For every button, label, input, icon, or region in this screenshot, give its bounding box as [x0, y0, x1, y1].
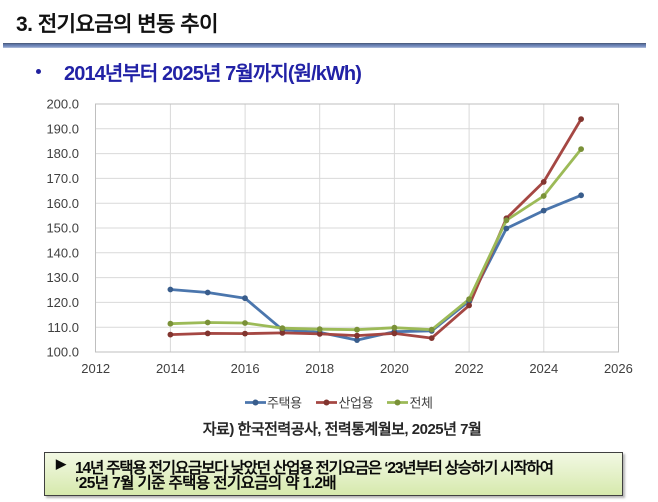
svg-text:200.0: 200.0: [46, 97, 79, 112]
svg-text:110.0: 110.0: [47, 320, 79, 335]
svg-text:150.0: 150.0: [46, 221, 79, 236]
svg-text:2020: 2020: [380, 361, 409, 376]
svg-text:130.0: 130.0: [46, 270, 79, 285]
svg-text:산업용: 산업용: [339, 396, 374, 411]
svg-text:100.0: 100.0: [46, 345, 79, 360]
svg-text:2026: 2026: [604, 361, 633, 376]
svg-text:140.0: 140.0: [46, 245, 79, 260]
svg-text:180.0: 180.0: [46, 146, 79, 161]
svg-text:전체: 전체: [410, 396, 433, 411]
svg-text:주택용: 주택용: [267, 396, 302, 411]
svg-text:160.0: 160.0: [46, 196, 79, 211]
svg-text:120.0: 120.0: [46, 295, 79, 310]
svg-text:170.0: 170.0: [46, 171, 79, 186]
svg-text:2024: 2024: [529, 361, 558, 376]
svg-text:2018: 2018: [305, 361, 334, 376]
svg-text:2022: 2022: [455, 361, 484, 376]
svg-text:190.0: 190.0: [46, 121, 79, 136]
svg-text:2012: 2012: [81, 361, 110, 376]
svg-text:2014: 2014: [156, 361, 185, 376]
svg-text:2016: 2016: [231, 361, 260, 376]
